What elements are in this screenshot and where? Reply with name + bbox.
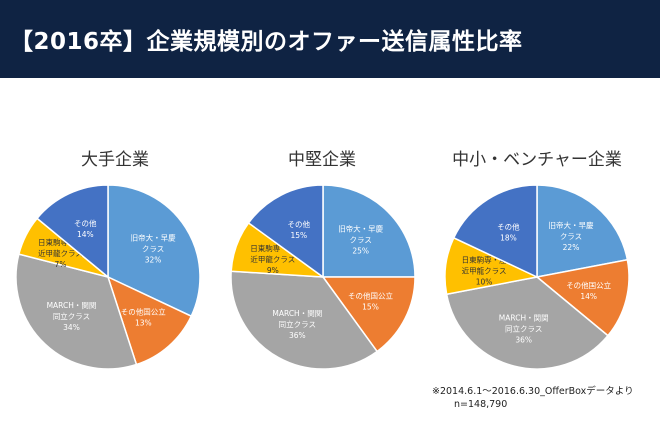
pie-slice-other-national-public: [321, 276, 416, 353]
chart-title-sme: 中小・ベンチャー企業: [452, 150, 622, 170]
footnote: ※2014.6.1～2016.6.30_OfferBoxデータより n=148,…: [432, 385, 634, 411]
pie-slice-other: [247, 184, 324, 279]
slice-label-other: その他 18%: [497, 221, 520, 242]
pie-slice-kyutei-soukei: [536, 184, 629, 278]
slice-label-other: その他 15%: [288, 219, 311, 240]
slice-label-nittoukomasen-sankinkouryu: 日東駒専・産近甲龍クラス 9%: [250, 243, 295, 275]
pie-slice-other: [452, 184, 538, 279]
slice-label-march-kankandouritsu: MARCH・関関同立クラス 36%: [272, 309, 322, 340]
slice-label-other-national-public: その他国公立 15%: [348, 291, 393, 312]
footnote-source: ※2014.6.1～2016.6.30_OfferBoxデータより: [432, 386, 634, 397]
pie-chart-sme-venture-companies: 旧帝大・早慶クラス 22% その他国公立 14% MARCH・関関同立クラス 36% 日東駒…: [444, 184, 630, 370]
pie-slice-march-kankandouritsu: [445, 276, 609, 370]
pie-slice-kyutei-soukei: [107, 184, 201, 318]
pie-slice-other-national-public: [535, 258, 630, 337]
slice-label-march-kankandouritsu: MARCH・関関同立クラス 36%: [499, 314, 549, 345]
slice-label-nittoukomasen-sankinkouryu: 日東駒専・産近甲龍クラス 7%: [38, 237, 83, 269]
pie-chart-mid-companies: 旧帝大・早慶クラス 25% その他国公立 15% MARCH・関関同立クラス 36% 日東駒…: [230, 184, 416, 370]
slice-label-nittoukomasen-sankinkouryu: 日東駒専・産近甲龍クラス 10%: [462, 254, 507, 286]
slice-label-march-kankandouritsu: MARCH・関関同立クラス 34%: [47, 301, 97, 332]
pie-slice-march-kankandouritsu: [15, 253, 138, 370]
pie-chart-large-companies: 旧帝大・早慶クラス 32% その他国公立 13% MARCH・関関同立クラス 34% 日東駒…: [15, 184, 201, 370]
slice-label-other: その他 14%: [74, 218, 97, 239]
slice-label-other-national-public: その他国公立 13%: [121, 307, 166, 328]
slice-label-kyutei-soukei: 旧帝大・早慶クラス 32%: [131, 232, 176, 264]
slice-label-other-national-public: その他国公立 14%: [566, 280, 611, 301]
pie-slice-march-kankandouritsu: [230, 270, 379, 370]
chart-title-large: 大手企業: [81, 150, 149, 170]
pie-slice-kyutei-soukei: [322, 184, 416, 278]
footnote-sample-size: n=148,790: [454, 399, 508, 410]
title-bar: 【2016卒】企業規模別のオファー送信属性比率: [0, 0, 660, 78]
pie-slice-other-national-public: [106, 275, 193, 366]
pie-slice-other: [36, 184, 109, 279]
chart-title-mid: 中堅企業: [288, 150, 356, 170]
slice-label-kyutei-soukei: 旧帝大・早慶クラス 25%: [338, 223, 383, 255]
slice-label-kyutei-soukei: 旧帝大・早慶クラス 22%: [549, 220, 594, 252]
page-title: 【2016卒】企業規模別のオファー送信属性比率: [10, 29, 523, 55]
